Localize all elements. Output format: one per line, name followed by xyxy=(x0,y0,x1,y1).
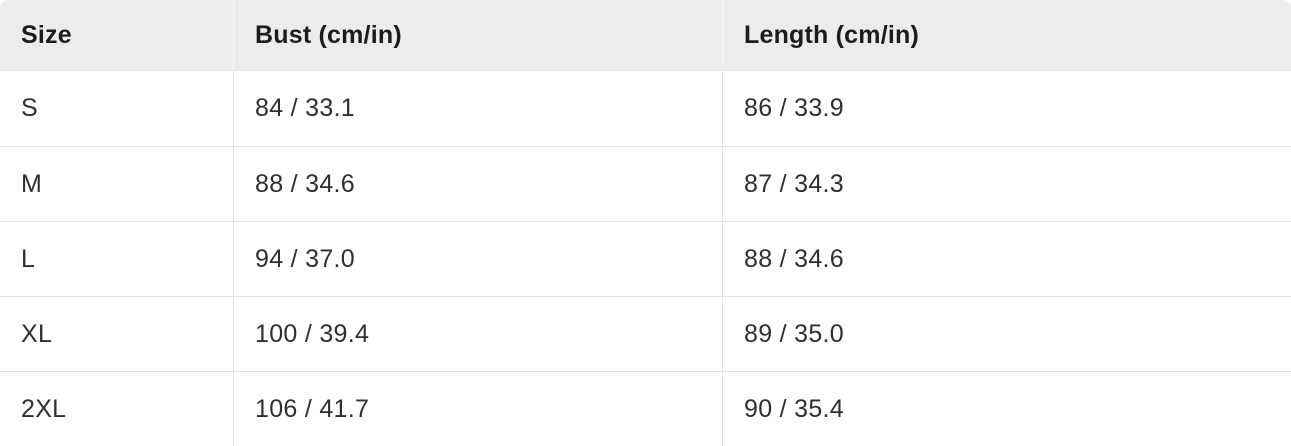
column-header-bust: Bust (cm/in) xyxy=(234,0,723,71)
bust-cell: 100 / 39.4 xyxy=(234,296,723,371)
table-row: M 88 / 34.6 87 / 34.3 xyxy=(0,146,1291,221)
column-header-length: Length (cm/in) xyxy=(723,0,1291,71)
length-cell: 88 / 34.6 xyxy=(723,221,1291,296)
bust-cell: 88 / 34.6 xyxy=(234,146,723,221)
size-cell: S xyxy=(0,71,234,146)
table-row: S 84 / 33.1 86 / 33.9 xyxy=(0,71,1291,146)
size-cell: XL xyxy=(0,296,234,371)
size-cell: L xyxy=(0,221,234,296)
header-row: Size Bust (cm/in) Length (cm/in) xyxy=(0,0,1291,71)
bust-cell: 106 / 41.7 xyxy=(234,371,723,446)
length-cell: 87 / 34.3 xyxy=(723,146,1291,221)
size-cell: 2XL xyxy=(0,371,234,446)
length-cell: 86 / 33.9 xyxy=(723,71,1291,146)
length-cell: 90 / 35.4 xyxy=(723,371,1291,446)
bust-cell: 84 / 33.1 xyxy=(234,71,723,146)
size-cell: M xyxy=(0,146,234,221)
table-row: L 94 / 37.0 88 / 34.6 xyxy=(0,221,1291,296)
length-cell: 89 / 35.0 xyxy=(723,296,1291,371)
column-header-size: Size xyxy=(0,0,234,71)
table-row: 2XL 106 / 41.7 90 / 35.4 xyxy=(0,371,1291,446)
bust-cell: 94 / 37.0 xyxy=(234,221,723,296)
table-row: XL 100 / 39.4 89 / 35.0 xyxy=(0,296,1291,371)
